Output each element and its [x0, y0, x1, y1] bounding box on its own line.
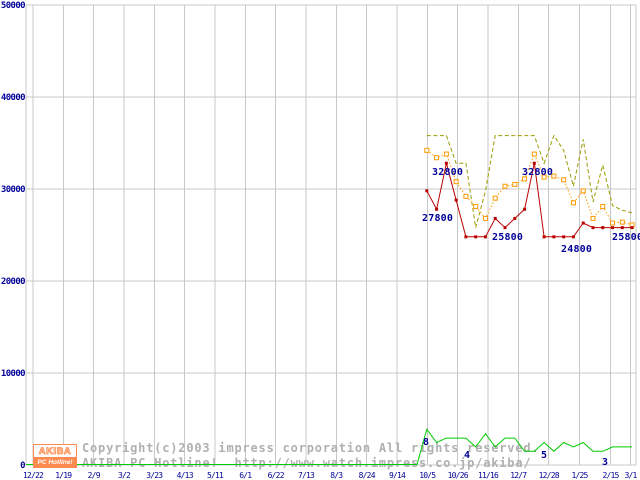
watermark-line-2: AKIBA PC Hotline! http://www.watch.impre… [82, 456, 532, 470]
marker-hollow-square [463, 193, 469, 199]
marker-filled-square [493, 216, 497, 220]
x-axis-label: 3/1 [624, 471, 637, 480]
marker-hollow-square [453, 179, 459, 185]
marker-filled-square [542, 235, 546, 239]
marker-filled-square [581, 221, 585, 225]
akiba-pc-hotline-logo: AKIBA PC Hotline! [33, 444, 77, 468]
marker-filled-square [474, 235, 478, 239]
shop-count-label: 3 [602, 457, 609, 468]
x-axis-label: 8/3 [330, 471, 343, 480]
x-axis-label: 1/25 [571, 471, 588, 480]
marker-filled-square [620, 226, 624, 230]
marker-hollow-square [502, 183, 508, 189]
y-axis-label: 40000 [0, 93, 26, 103]
y-axis-label: 0 [20, 461, 25, 471]
marker-filled-square [562, 235, 566, 239]
marker-filled-square [425, 189, 429, 193]
y-axis-label: 10000 [0, 369, 26, 379]
marker-hollow-square [541, 174, 547, 180]
watermark-line-1: Copyright(c)2003 impress corporation All… [82, 441, 540, 455]
marker-hollow-square [570, 200, 576, 206]
marker-hollow-square [522, 176, 528, 182]
marker-hollow-square [629, 222, 635, 228]
x-axis-label: 10/5 [419, 471, 436, 480]
x-axis-label: 6/22 [267, 471, 285, 480]
series-middle-price-dotted [426, 149, 633, 226]
x-axis-label: 6/1 [239, 471, 252, 480]
x-axis-label: 12/28 [538, 471, 560, 480]
marker-hollow-square [551, 173, 557, 179]
x-axis-label: 2/15 [602, 471, 619, 480]
marker-hollow-square [561, 177, 567, 183]
x-axis-label: 9/14 [388, 471, 406, 480]
shop-count-label: 8 [423, 437, 430, 448]
x-axis-label: 10/26 [447, 471, 469, 480]
x-axis-label: 7/13 [297, 471, 315, 480]
marker-hollow-square [580, 188, 586, 194]
marker-filled-square [454, 198, 458, 202]
marker-filled-square [601, 226, 605, 230]
x-axis-label: 12/7 [510, 471, 527, 480]
shop-count-label: 5 [541, 450, 548, 461]
x-axis-label: 3/2 [117, 471, 131, 480]
marker-filled-square [532, 161, 536, 165]
x-axis-label: 11/16 [477, 471, 499, 480]
x-axis-label: 2/9 [87, 471, 101, 480]
logo-title: AKIBA [38, 445, 72, 457]
marker-filled-square [571, 235, 575, 239]
marker-filled-square [513, 216, 517, 220]
marker-hollow-square [424, 147, 430, 153]
marker-hollow-square [590, 215, 596, 221]
marker-hollow-square [473, 203, 479, 209]
marker-filled-square [523, 207, 527, 211]
x-axis-label: 8/24 [358, 471, 376, 480]
series-shop-count-green [26, 428, 633, 465]
series-lowest-price-solid [426, 163, 633, 238]
y-axis-label: 50000 [0, 1, 26, 11]
marker-hollow-square [619, 219, 625, 225]
marker-hollow-square [610, 220, 616, 226]
x-axis-label: 3/23 [146, 471, 163, 480]
marker-hollow-square [434, 155, 440, 161]
series-upper-price-dashed [426, 134, 633, 228]
x-axis-label: 4/13 [176, 471, 194, 480]
x-axis-label: 5/11 [206, 471, 224, 480]
marker-hollow-square [443, 151, 449, 157]
marker-hollow-square [492, 195, 498, 201]
y-axis-label: 20000 [0, 277, 26, 287]
shop-count-label: 4 [464, 450, 471, 461]
logo-subtitle: PC Hotline! [34, 457, 76, 467]
marker-filled-square [483, 235, 487, 239]
marker-filled-square [611, 226, 615, 230]
price-label: 25800 [612, 232, 640, 243]
marker-filled-square [591, 226, 595, 230]
price-label: 25800 [492, 232, 524, 243]
x-axis-label: 12/22 [22, 471, 44, 480]
marker-filled-square [630, 226, 634, 230]
x-axis-label: 1/19 [55, 471, 72, 480]
marker-filled-square [503, 226, 507, 230]
marker-filled-square [435, 207, 439, 211]
marker-hollow-square [512, 181, 518, 187]
marker-filled-square [444, 161, 448, 165]
marker-filled-square [552, 235, 556, 239]
marker-hollow-square [531, 151, 537, 157]
price-label: 27800 [422, 213, 454, 224]
y-axis-label: 30000 [0, 185, 26, 195]
marker-hollow-square [482, 215, 488, 221]
marker-hollow-square [600, 203, 606, 209]
price-label: 32800 [522, 167, 554, 178]
price-label: 32800 [432, 167, 464, 178]
price-label: 24800 [561, 244, 593, 255]
marker-filled-square [464, 235, 468, 239]
